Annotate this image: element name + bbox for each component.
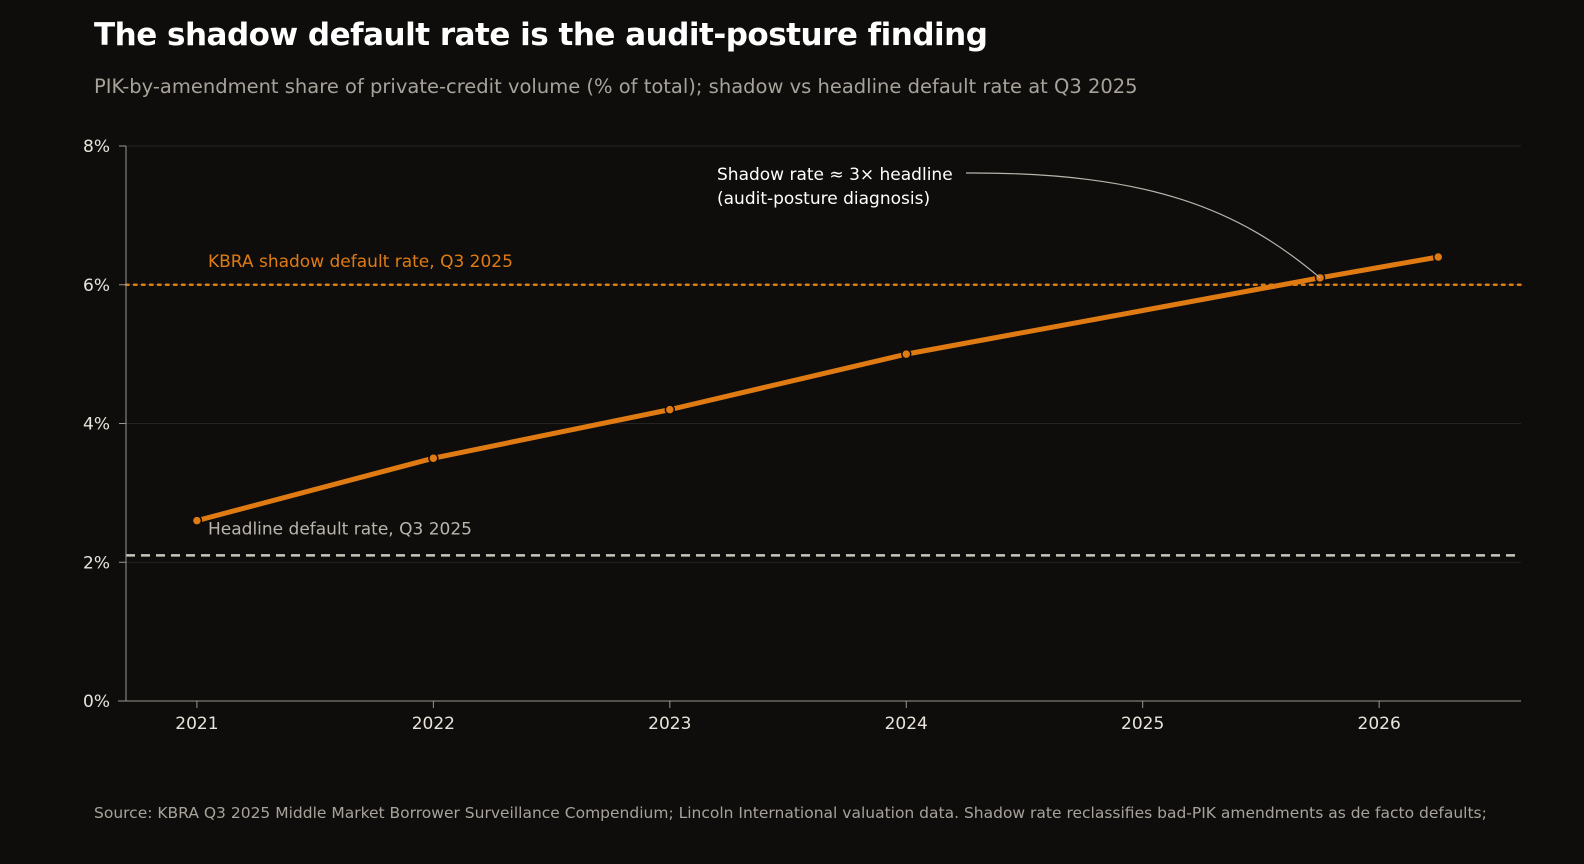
annotation-text: Shadow rate ≈ 3× headline <box>717 165 953 185</box>
x-tick-label: 2021 <box>175 714 218 734</box>
series <box>191 251 1444 526</box>
reference-line-label: Headline default rate, Q3 2025 <box>208 519 472 539</box>
x-tick-label: 2022 <box>412 714 455 734</box>
data-point <box>901 348 912 360</box>
data-point <box>1432 251 1444 263</box>
reference-lines: KBRA shadow default rate, Q3 2025 Headlin… <box>124 252 1523 557</box>
data-point <box>191 515 203 526</box>
x-tick-label: 2024 <box>885 714 928 734</box>
y-tick-label: 2% <box>83 553 110 573</box>
y-tick-label: 8% <box>83 137 110 157</box>
data-point <box>664 404 676 415</box>
annotation-leader <box>965 172 1321 279</box>
annotations: Shadow rate ≈ 3× headline (audit-posture … <box>717 165 1321 279</box>
x-tick-label: 2025 <box>1121 714 1164 734</box>
reference-line-label: KBRA shadow default rate, Q3 2025 <box>208 252 513 272</box>
x-tick-label: 2026 <box>1358 714 1401 734</box>
chart-title: The shadow default rate is the audit-pos… <box>94 17 988 53</box>
series-line <box>194 254 1441 524</box>
y-tick-label: 6% <box>83 276 110 296</box>
source-note: Source: KBRA Q3 2025 Middle Market Borro… <box>94 804 1487 822</box>
chart-subtitle: PIK-by-amendment share of private-credit… <box>94 75 1138 98</box>
annotation-text: (audit-posture diagnosis) <box>717 189 930 209</box>
y-tick-label: 0% <box>83 692 110 712</box>
x-tick-label: 2023 <box>648 714 691 734</box>
y-tick-label: 4% <box>83 415 110 435</box>
axes: 0% 2% 4% 6% 8% 2021 2022 2023 2024 2025 2026 <box>83 137 1521 734</box>
data-point <box>428 452 439 464</box>
